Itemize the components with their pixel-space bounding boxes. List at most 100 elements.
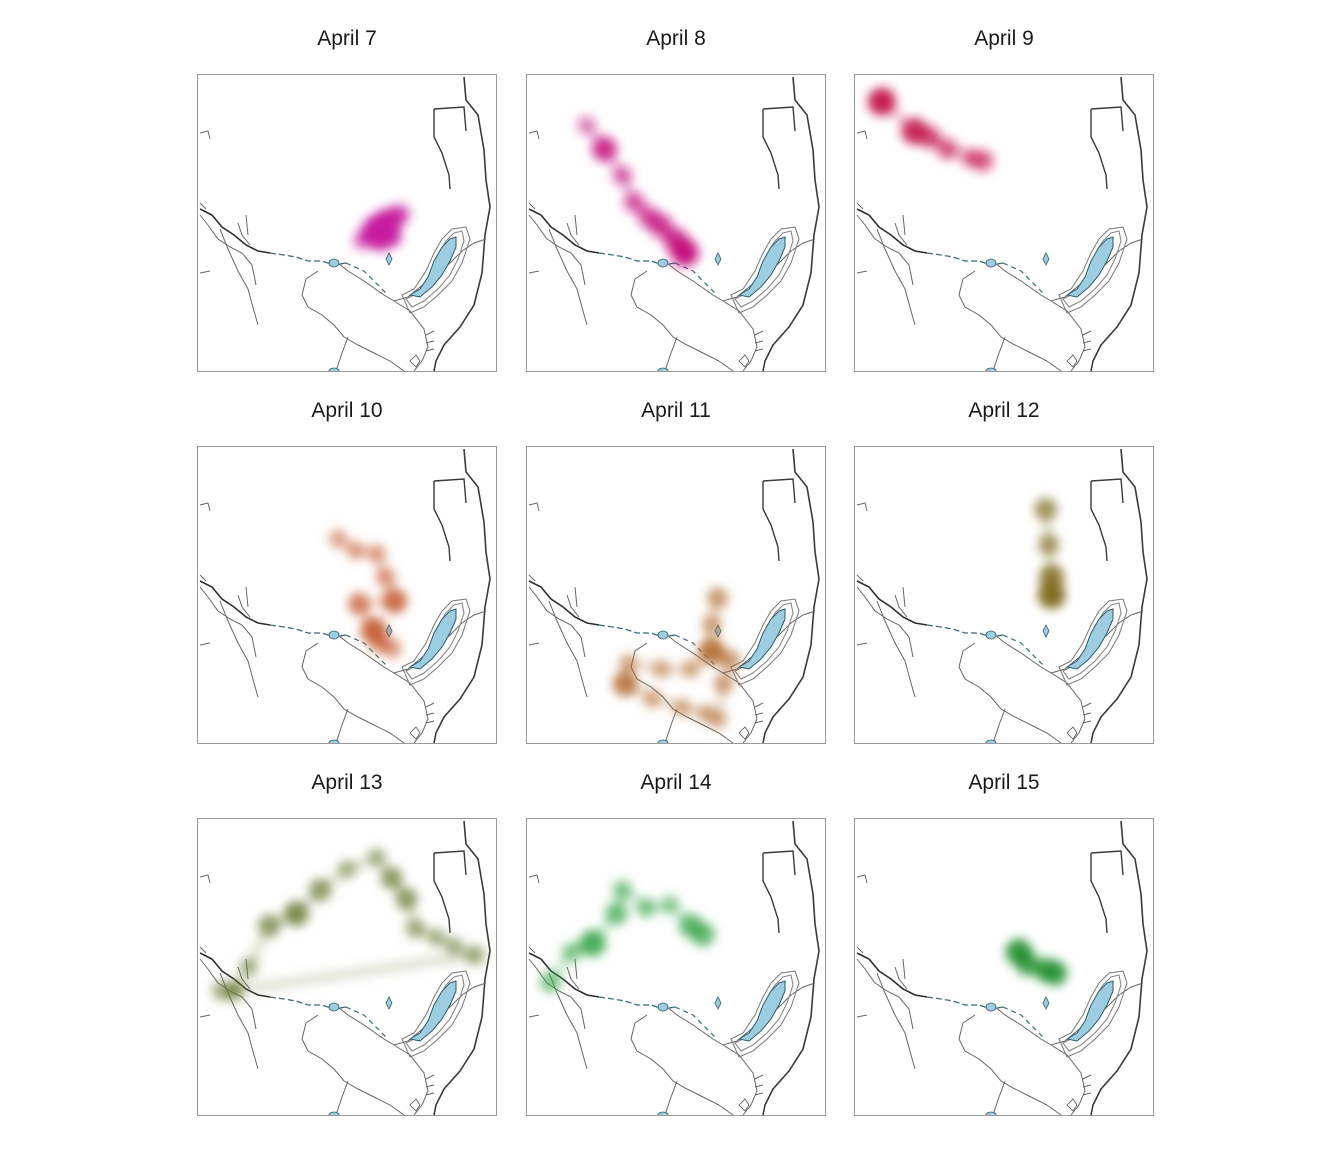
basemap [528, 76, 820, 371]
density-hotspot [612, 671, 639, 697]
basemap [199, 76, 491, 371]
density-hotspot [707, 709, 728, 730]
map-frame [526, 74, 826, 372]
map-svg [856, 448, 1148, 743]
map-panel: April 10 [197, 398, 497, 744]
density-hotspot [464, 944, 486, 966]
density-hotspot [352, 231, 372, 251]
map-panel: April 12 [854, 398, 1154, 744]
map-svg [528, 448, 820, 743]
density-hotspot [681, 659, 701, 679]
panel-title: April 13 [311, 771, 383, 794]
density-hotspot [1037, 533, 1060, 556]
density-layer [576, 115, 699, 267]
map-svg [856, 76, 1148, 371]
density-hotspot [972, 149, 995, 172]
map-frame [526, 446, 826, 744]
density-hotspot [211, 980, 233, 1002]
basemap [856, 448, 1148, 743]
density-hotspot [576, 115, 597, 136]
basemap [856, 76, 1148, 371]
panel-title: April 14 [640, 771, 712, 794]
density-trail [228, 950, 481, 996]
density-hotspot [660, 895, 680, 915]
map-svg [199, 820, 491, 1115]
density-hotspot [444, 936, 465, 957]
density-hotspot [381, 637, 403, 659]
density-hotspot [405, 918, 426, 939]
density-hotspot [346, 540, 366, 561]
density-hotspot [591, 136, 618, 162]
map-svg [199, 76, 491, 371]
density-layer [539, 879, 715, 993]
density-hotspot [917, 125, 942, 149]
density-hotspot [1034, 497, 1058, 521]
density-layer [328, 529, 408, 659]
map-svg [528, 76, 820, 371]
map-panel: April 14 [526, 770, 826, 1116]
panel-title: April 15 [968, 771, 1040, 794]
panel-title: April 7 [317, 27, 377, 50]
density-hotspot [670, 238, 699, 267]
density-hotspot [635, 897, 657, 919]
density-hotspot [561, 941, 583, 963]
density-hotspot [367, 543, 387, 564]
density-hotspot [539, 970, 562, 993]
density-hotspot [381, 588, 408, 614]
map-svg [856, 820, 1148, 1115]
density-hotspot [283, 900, 310, 927]
map-frame [197, 818, 497, 1116]
density-hotspot [706, 587, 729, 609]
map-panel: April 15 [854, 770, 1154, 1116]
density-hotspot [1041, 960, 1068, 986]
density-hotspot [604, 902, 628, 926]
basemap [199, 448, 491, 743]
map-panel: April 8 [526, 26, 826, 372]
density-layer [1005, 938, 1068, 986]
density-hotspot [579, 929, 606, 957]
map-panel: April 7 [197, 26, 497, 372]
density-hotspot [701, 614, 723, 635]
basemap [528, 448, 820, 743]
density-hotspot [690, 922, 715, 947]
density-hotspot [328, 529, 348, 549]
panel-title: April 12 [968, 399, 1040, 422]
panel-title: April 8 [646, 27, 706, 50]
density-hotspot [380, 866, 404, 890]
density-hotspot [395, 887, 419, 911]
density-hotspot [651, 659, 671, 679]
density-hotspot [612, 879, 633, 901]
panel-title: April 10 [311, 399, 383, 422]
density-hotspot [618, 653, 639, 673]
density-hotspot [642, 688, 662, 709]
density-hotspot [867, 87, 896, 116]
map-panel: April 9 [854, 26, 1154, 372]
density-hotspot [936, 138, 959, 160]
map-frame [854, 818, 1154, 1116]
map-frame [197, 446, 497, 744]
density-layer [352, 203, 411, 252]
density-layer [612, 587, 741, 730]
density-layer [867, 87, 995, 172]
density-hotspot [698, 637, 726, 665]
map-svg [199, 448, 491, 743]
density-hotspot [347, 592, 371, 616]
map-frame [854, 74, 1154, 372]
density-hotspot [257, 914, 282, 938]
map-frame [526, 818, 826, 1116]
density-hotspot [367, 847, 387, 868]
panel-title: April 9 [974, 27, 1034, 50]
map-frame [197, 74, 497, 372]
map-svg [528, 820, 820, 1115]
density-hotspot [672, 697, 692, 718]
density-hotspot [390, 203, 411, 225]
map-panel: April 13 [197, 770, 497, 1116]
basemap [856, 820, 1148, 1115]
map-frame [854, 446, 1154, 744]
basemap [528, 820, 820, 1115]
density-hotspot [238, 957, 259, 977]
density-hotspot [337, 859, 357, 880]
map-panel: April 11 [526, 398, 826, 744]
density-hotspot [612, 165, 633, 186]
